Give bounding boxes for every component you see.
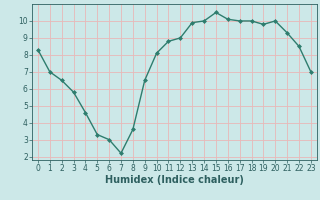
- X-axis label: Humidex (Indice chaleur): Humidex (Indice chaleur): [105, 175, 244, 185]
